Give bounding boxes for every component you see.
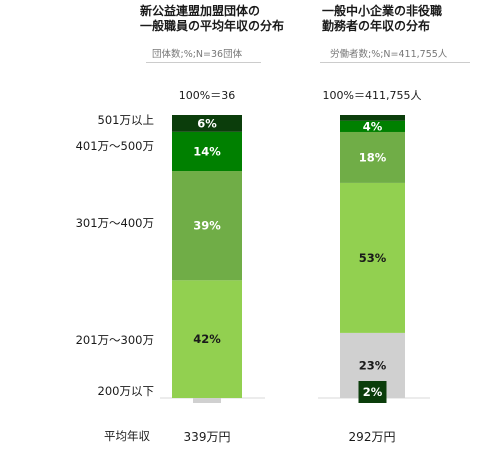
chart2-data-label-301-400: 18% <box>359 150 387 164</box>
chart2-bar-501-plus <box>340 115 405 121</box>
chart2-title-line1: 一般中小企業の非役職 <box>322 4 443 18</box>
category-label-501-plus: 501万以上 <box>97 113 154 127</box>
chart1-unit-note: 団体数;%;N=36団体 <box>152 49 243 60</box>
chart1-title-line1: 新公益連盟加盟団体の <box>140 4 261 18</box>
chart1-title-line2: 一般職員の平均年収の分布 <box>140 19 285 33</box>
chart1-data-label-301-400: 39% <box>193 219 221 233</box>
category-label-200-below: 200万以下 <box>97 384 154 398</box>
chart1-bar-501-plus <box>172 115 242 132</box>
chart1-bar-401-500 <box>172 131 242 172</box>
chart2-title-line2: 勤務者の年収の分布 <box>322 19 431 33</box>
category-label-201-300: 201万～300万 <box>75 333 154 347</box>
chart2-data-label-401-500: 4% <box>363 119 383 133</box>
chart2-bar-401-500 <box>340 120 405 132</box>
chart1-data-label-501-plus: 6% <box>197 116 217 130</box>
chart2-data-label-201-300: 53% <box>359 251 387 265</box>
chart1-average-value: 339万円 <box>183 430 231 444</box>
chart2-bar-201-300 <box>340 182 405 333</box>
chart2-unit-rule <box>320 62 470 63</box>
chart1-title: 新公益連盟加盟団体の 一般職員の平均年収の分布 <box>140 4 284 34</box>
chart2-total-label: 100%＝411,755人 <box>322 89 422 102</box>
chart2-title: 一般中小企業の非役職 勤務者の年収の分布 <box>322 4 442 34</box>
category-label-401-500: 401万～500万 <box>75 139 154 153</box>
chart2-data-label-200-below: 23% <box>359 358 387 372</box>
category-label-301-400: 301万～400万 <box>75 216 154 230</box>
chart2-bar-301-400 <box>340 131 405 183</box>
chart1-bar-201-300 <box>172 280 242 398</box>
chart1-data-label-401-500: 14% <box>193 144 221 158</box>
chart1-total-label: 100%＝36 <box>178 89 236 102</box>
chart1-unit-rule <box>146 62 261 63</box>
chart1-data-label-201-300: 42% <box>193 332 221 346</box>
chart2-unit-note: 労働者数;%;N=411,755人 <box>330 49 448 60</box>
chart1-bar-301-400 <box>172 171 242 281</box>
chart2-average-value: 292万円 <box>348 430 396 444</box>
chart2-label-box-501-plus <box>358 381 387 403</box>
chart2-data-label-501-plus: 2% <box>363 385 383 399</box>
average-label: 平均年収 <box>104 429 150 443</box>
